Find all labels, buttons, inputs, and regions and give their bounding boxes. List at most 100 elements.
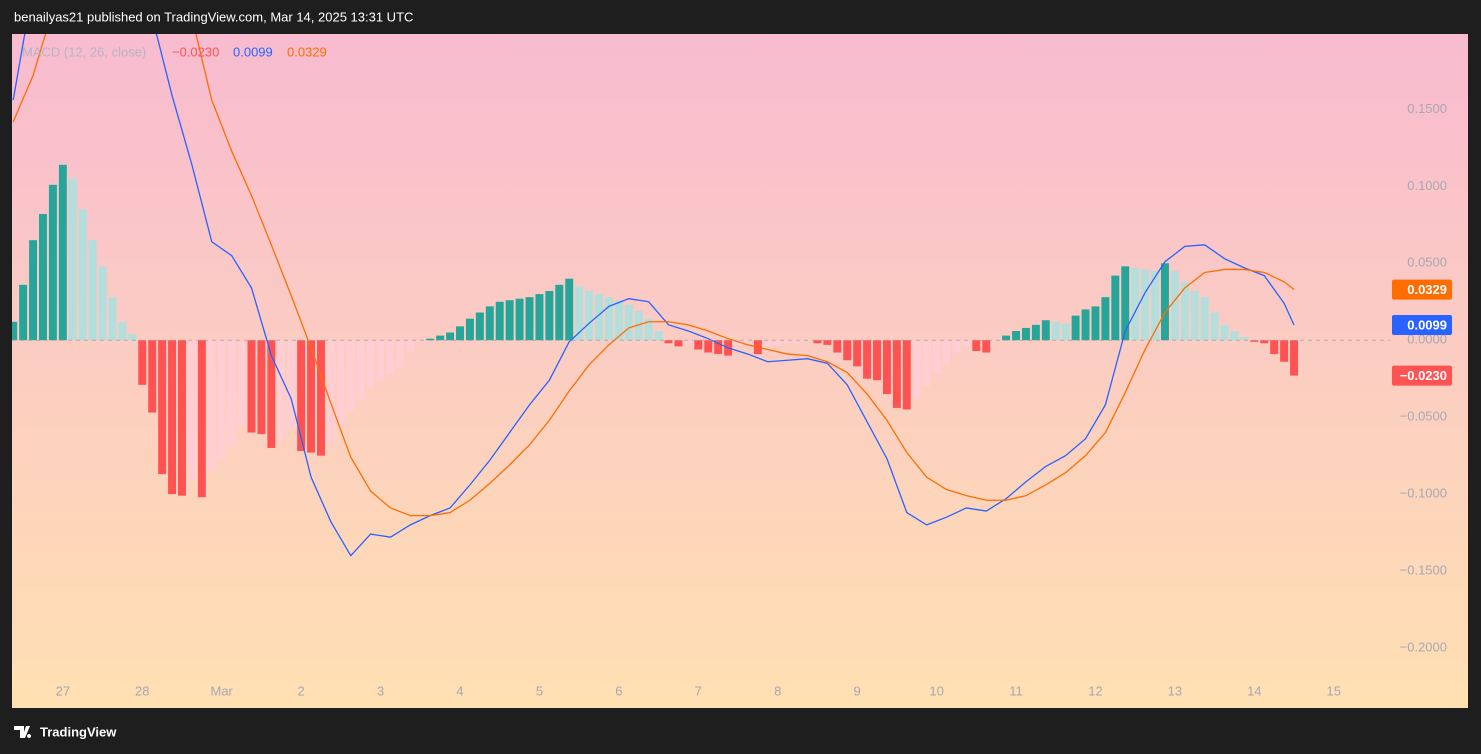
- histogram-bar: [277, 340, 286, 439]
- histogram-bar: [763, 340, 772, 347]
- x-tick-label: 13: [1168, 683, 1182, 698]
- histogram-bar: [48, 184, 57, 341]
- histogram-bar: [495, 301, 504, 341]
- x-tick-label: 11: [1009, 683, 1023, 698]
- histogram-bar: [694, 340, 703, 350]
- histogram-bar: [823, 340, 832, 345]
- histogram-bar: [813, 340, 822, 344]
- last-value-label: 0.0329: [1407, 282, 1447, 297]
- histogram-bar: [456, 326, 464, 341]
- histogram-bar: [704, 340, 713, 353]
- legend-value: −0.0230: [172, 44, 219, 59]
- header: benailyas21 published on TradingView.com…: [14, 9, 413, 24]
- histogram-bar: [108, 297, 117, 341]
- histogram-bar: [972, 340, 981, 351]
- histogram-bar: [1002, 335, 1011, 341]
- histogram-bar: [267, 340, 276, 448]
- y-tick-label: −0.1000: [1400, 486, 1447, 501]
- histogram-bar: [88, 240, 97, 341]
- histogram-bar: [12, 321, 18, 341]
- histogram-bar: [1071, 315, 1080, 341]
- histogram-bar: [187, 340, 196, 479]
- histogram-bar: [505, 300, 514, 341]
- histogram-bar: [793, 340, 802, 344]
- histogram-bar: [1260, 340, 1269, 344]
- x-tick-label: 8: [774, 683, 781, 698]
- histogram-bar: [1170, 270, 1179, 341]
- histogram-bar: [465, 318, 474, 341]
- histogram-bar: [992, 340, 1001, 342]
- histogram-bar: [1250, 340, 1259, 342]
- histogram-bar: [743, 340, 752, 344]
- histogram-bar: [545, 290, 554, 341]
- histogram-bar: [575, 286, 584, 341]
- histogram-bar: [1031, 324, 1040, 341]
- last-value-label: 0.0099: [1407, 317, 1447, 332]
- histogram-bar: [158, 340, 167, 475]
- histogram-bar: [734, 340, 742, 347]
- histogram-bar: [1200, 297, 1209, 341]
- histogram-bar: [982, 340, 991, 353]
- histogram-bar: [1180, 281, 1189, 341]
- histogram-bar: [257, 340, 266, 435]
- histogram-bar: [932, 340, 941, 375]
- histogram-bar: [684, 340, 693, 345]
- last-value-label: −0.0230: [1400, 368, 1447, 383]
- histogram-bar: [1141, 269, 1150, 341]
- x-tick-label: 10: [929, 683, 943, 698]
- histogram-bar: [1061, 323, 1070, 341]
- histogram-bar: [853, 340, 862, 367]
- histogram-bar: [326, 340, 335, 442]
- histogram-bar: [287, 340, 296, 430]
- histogram-bar: [58, 164, 67, 341]
- y-tick-label: −0.2000: [1400, 639, 1447, 654]
- histogram-bar: [307, 340, 316, 453]
- histogram-bar: [912, 340, 921, 399]
- x-tick-label: 5: [536, 683, 543, 698]
- histogram-bar: [902, 340, 911, 410]
- histogram-bar: [604, 297, 613, 341]
- y-tick-label: 0.0500: [1407, 255, 1447, 270]
- last-value-badge: [1392, 279, 1452, 300]
- histogram-bar: [207, 340, 216, 472]
- x-tick-label: 12: [1088, 683, 1102, 698]
- x-tick-label: 27: [56, 683, 70, 698]
- histogram-bar: [39, 214, 47, 341]
- legend-value: 0.0099: [233, 44, 273, 59]
- histogram-bar: [892, 340, 901, 408]
- histogram-bar: [783, 340, 792, 344]
- histogram-bar: [1210, 312, 1219, 341]
- histogram-bar: [356, 340, 365, 399]
- histogram-bar: [128, 334, 137, 341]
- histogram-bar: [664, 340, 673, 344]
- histogram-bar: [396, 340, 405, 368]
- histogram-bar: [773, 340, 782, 345]
- histogram-bar: [1081, 309, 1090, 341]
- histogram-bar: [1012, 330, 1020, 341]
- histogram-bar: [1101, 297, 1110, 341]
- histogram-bar: [585, 290, 594, 341]
- last-value-badge: [1392, 314, 1452, 335]
- histogram-bar: [644, 318, 653, 341]
- x-tick-label: 2: [298, 683, 305, 698]
- macd-line: [12, 34, 1295, 517]
- histogram-bar: [525, 297, 534, 341]
- histogram-bar: [247, 340, 256, 433]
- last-value-badge: [1392, 365, 1452, 386]
- histogram-bar: [942, 340, 951, 364]
- histogram-bar: [1041, 320, 1050, 341]
- histogram-bar: [1230, 330, 1239, 341]
- histogram-bar: [1131, 267, 1140, 341]
- histogram-bar: [555, 284, 564, 341]
- histogram-bar: [366, 340, 375, 388]
- footer-brand: TradingView: [40, 724, 117, 739]
- x-tick-label: 9: [854, 683, 861, 698]
- y-tick-label: 0.1500: [1407, 101, 1447, 116]
- histogram-bar: [882, 340, 891, 395]
- histogram-bar: [1111, 275, 1120, 341]
- histogram-bar: [1121, 266, 1130, 341]
- histogram-bar: [1160, 263, 1169, 341]
- histogram: [12, 164, 1299, 498]
- y-tick-label: 0.1000: [1407, 178, 1447, 193]
